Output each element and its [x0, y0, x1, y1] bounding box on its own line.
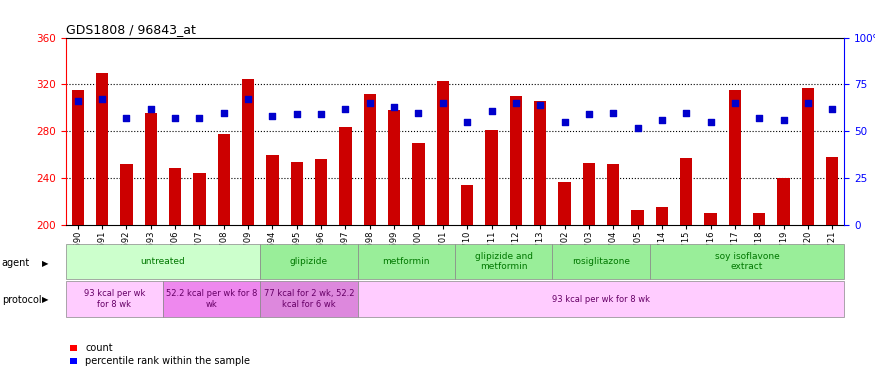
Bar [412, 143, 424, 225]
Bar [455, 244, 552, 279]
Point [242, 96, 256, 102]
Text: agent: agent [2, 258, 30, 268]
Bar [649, 244, 844, 279]
Bar [729, 90, 741, 225]
Text: glipizide and
metformin: glipizide and metformin [474, 252, 533, 271]
Point [533, 102, 547, 108]
Bar [778, 178, 789, 225]
Bar [218, 134, 230, 225]
Point [168, 115, 182, 121]
Bar [437, 81, 449, 225]
Point [606, 110, 620, 116]
Point [192, 115, 206, 121]
Bar [704, 213, 717, 225]
Text: metformin: metformin [382, 257, 430, 266]
Point [825, 106, 839, 112]
Text: 77 kcal for 2 wk, 52.2
kcal for 6 wk: 77 kcal for 2 wk, 52.2 kcal for 6 wk [263, 290, 354, 309]
Point [387, 104, 401, 110]
Point [314, 111, 328, 117]
Point [704, 119, 717, 125]
Point [654, 117, 668, 123]
Bar [552, 244, 649, 279]
Bar [534, 101, 546, 225]
Text: soy isoflavone
extract: soy isoflavone extract [715, 252, 780, 271]
Bar [680, 158, 692, 225]
Bar [486, 130, 498, 225]
Point [411, 110, 425, 116]
Bar [290, 162, 303, 225]
Point [217, 110, 231, 116]
Bar [66, 244, 261, 279]
Bar [340, 127, 352, 225]
Bar [358, 244, 455, 279]
Text: rosiglitazone: rosiglitazone [572, 257, 630, 266]
Bar [358, 281, 844, 317]
Text: protocol: protocol [2, 295, 41, 305]
Point [71, 98, 85, 104]
Text: ▶: ▶ [42, 259, 48, 268]
Bar [655, 207, 668, 225]
Bar [266, 154, 278, 225]
Point [631, 124, 645, 130]
Point [679, 110, 693, 116]
Point [728, 100, 742, 106]
Point [485, 108, 499, 114]
Bar [96, 73, 108, 225]
Point [801, 100, 815, 106]
Point [582, 111, 596, 117]
Point [120, 115, 134, 121]
Point [363, 100, 377, 106]
Bar [163, 281, 261, 317]
Bar [753, 213, 766, 225]
Bar [261, 281, 358, 317]
Point [339, 106, 353, 112]
Bar [632, 210, 644, 225]
Text: GDS1808 / 96843_at: GDS1808 / 96843_at [66, 23, 195, 36]
Bar [364, 94, 376, 225]
Bar [144, 112, 157, 225]
Bar [315, 159, 327, 225]
Bar [66, 281, 163, 317]
Bar [193, 173, 206, 225]
Bar [169, 168, 181, 225]
Point [776, 117, 790, 123]
Point [557, 119, 571, 125]
Bar [461, 185, 473, 225]
Point [460, 119, 474, 125]
Point [95, 96, 109, 102]
Text: 52.2 kcal per wk for 8
wk: 52.2 kcal per wk for 8 wk [166, 290, 257, 309]
Text: 93 kcal per wk for 8 wk: 93 kcal per wk for 8 wk [552, 295, 650, 304]
Text: ▶: ▶ [42, 296, 48, 304]
Text: untreated: untreated [141, 257, 186, 266]
Bar [261, 244, 358, 279]
Point [265, 113, 279, 119]
Point [436, 100, 450, 106]
Bar [388, 110, 400, 225]
Legend: count, percentile rank within the sample: count, percentile rank within the sample [71, 344, 250, 366]
Point [290, 111, 304, 117]
Bar [607, 164, 620, 225]
Bar [826, 157, 838, 225]
Point [144, 106, 158, 112]
Bar [802, 88, 814, 225]
Text: 93 kcal per wk
for 8 wk: 93 kcal per wk for 8 wk [84, 290, 145, 309]
Bar [583, 163, 595, 225]
Point [752, 115, 766, 121]
Point [509, 100, 523, 106]
Bar [242, 78, 255, 225]
Bar [72, 90, 84, 225]
Bar [558, 182, 570, 225]
Bar [510, 96, 522, 225]
Bar [121, 164, 132, 225]
Text: glipizide: glipizide [290, 257, 328, 266]
